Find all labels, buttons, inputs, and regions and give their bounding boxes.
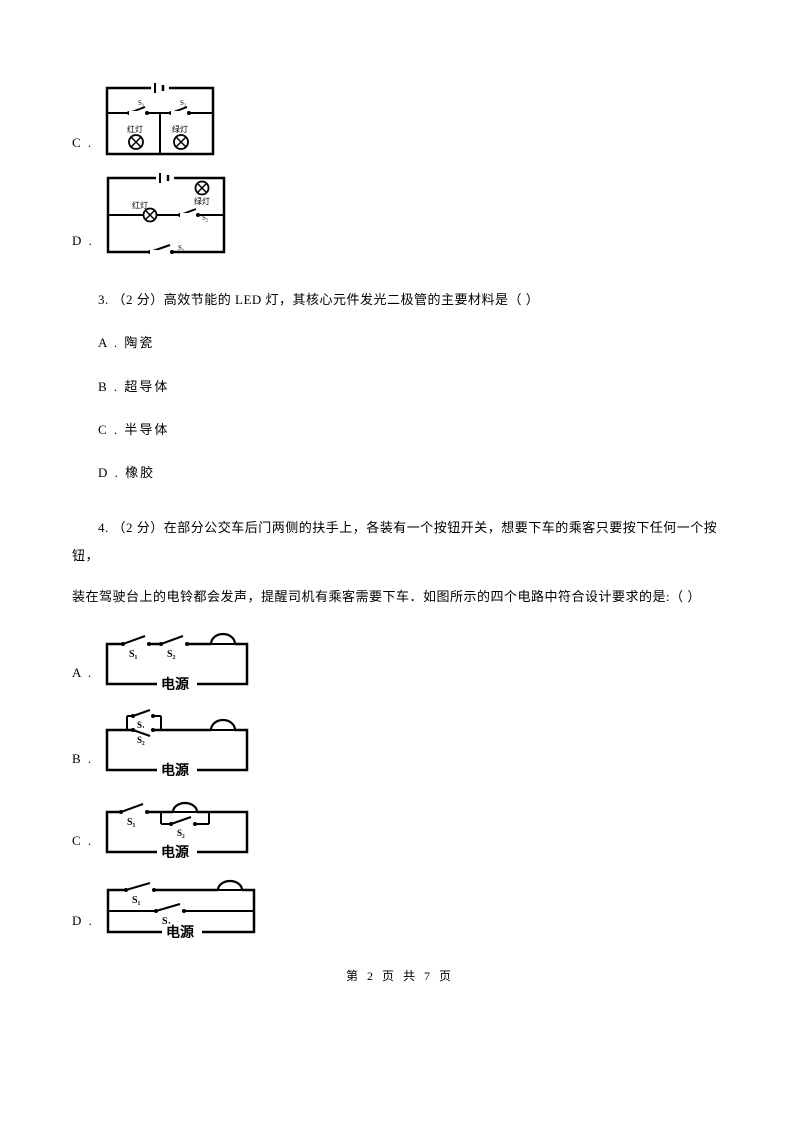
- option-label-c: C .: [72, 129, 93, 160]
- svg-text:S₁: S₁: [178, 244, 184, 252]
- q4-label-a: A .: [72, 659, 93, 690]
- q4-circuit-d: S₁ S₂ 电源: [102, 876, 260, 938]
- q4-option-a: A . S₁ S₂: [72, 632, 728, 690]
- q4-text-line2: 装在驾驶台上的电铃都会发声，提醒司机有乘客需要下车．如图所示的四个电路中符合设计…: [72, 583, 728, 610]
- q4-label-b: B .: [72, 745, 93, 776]
- svg-text:电源: 电源: [161, 762, 189, 776]
- q3-option-a: A . 陶瓷: [72, 329, 728, 356]
- q3-option-c: C . 半导体: [72, 416, 728, 443]
- circuit-svg-prev-d: 绿灯 红灯 S₂ S₁: [102, 172, 230, 258]
- svg-text:电源: 电源: [161, 676, 189, 690]
- page-footer: 第 2 页 共 7 页: [72, 964, 728, 989]
- q4-option-c: C . S₁ S₂: [72, 794, 728, 858]
- svg-text:红灯: 红灯: [127, 124, 143, 134]
- option-label-d: D .: [72, 227, 94, 258]
- q4-circuit-c: S₁ S₂ 电源: [101, 794, 253, 858]
- q4-label-c: C .: [72, 827, 93, 858]
- svg-text:S₂: S₂: [202, 214, 209, 222]
- svg-text:S₂: S₂: [167, 649, 176, 660]
- q4-text-line1: 4. （2 分）在部分公交车后门两侧的扶手上，各装有一个按钮开关，想要下车的乘客…: [72, 514, 728, 569]
- svg-text:S₁: S₁: [132, 895, 141, 906]
- svg-text:电源: 电源: [161, 844, 189, 858]
- circuit-svg-prev-c: S₁ S₂ 红灯 绿灯: [101, 82, 219, 160]
- svg-text:电源: 电源: [166, 924, 194, 938]
- prev-circuit-c: S₁ S₂ 红灯 绿灯: [101, 82, 219, 160]
- svg-text:S₁: S₁: [129, 649, 138, 660]
- svg-text:S₁: S₁: [138, 99, 144, 107]
- circuit-svg-q4-d: S₁ S₂ 电源: [102, 876, 260, 938]
- q3-option-d: D . 橡胶: [72, 459, 728, 486]
- q4-circuit-b: S₁ S₂ 电源: [101, 708, 253, 776]
- prev-option-c: C . S₁ S₂: [72, 82, 728, 160]
- q4-option-b: B . S₁ S₂: [72, 708, 728, 776]
- page-content: C . S₁ S₂: [0, 0, 800, 1030]
- svg-text:S₂: S₂: [177, 828, 185, 838]
- circuit-svg-q4-c: S₁ S₂ 电源: [101, 794, 253, 858]
- q4-option-d: D . S₁ S₂: [72, 876, 728, 938]
- svg-text:绿灯: 绿灯: [194, 196, 210, 206]
- prev-circuit-d: 绿灯 红灯 S₂ S₁: [102, 172, 230, 258]
- circuit-svg-q4-b: S₁ S₂ 电源: [101, 708, 253, 776]
- prev-option-d: D . 绿灯 红灯: [72, 172, 728, 258]
- circuit-svg-q4-a: S₁ S₂ 电源: [101, 632, 253, 690]
- svg-text:绿灯: 绿灯: [172, 124, 188, 134]
- svg-text:红灯: 红灯: [132, 200, 148, 210]
- q3-text: 3. （2 分）高效节能的 LED 灯，其核心元件发光二极管的主要材料是（ ）: [72, 286, 728, 313]
- q4-label-d: D .: [72, 907, 94, 938]
- svg-text:S₂: S₂: [180, 99, 187, 107]
- q3-option-b: B . 超导体: [72, 373, 728, 400]
- svg-text:S₂: S₂: [137, 735, 145, 745]
- svg-text:S₁: S₁: [127, 817, 136, 828]
- q4-circuit-a: S₁ S₂ 电源: [101, 632, 253, 690]
